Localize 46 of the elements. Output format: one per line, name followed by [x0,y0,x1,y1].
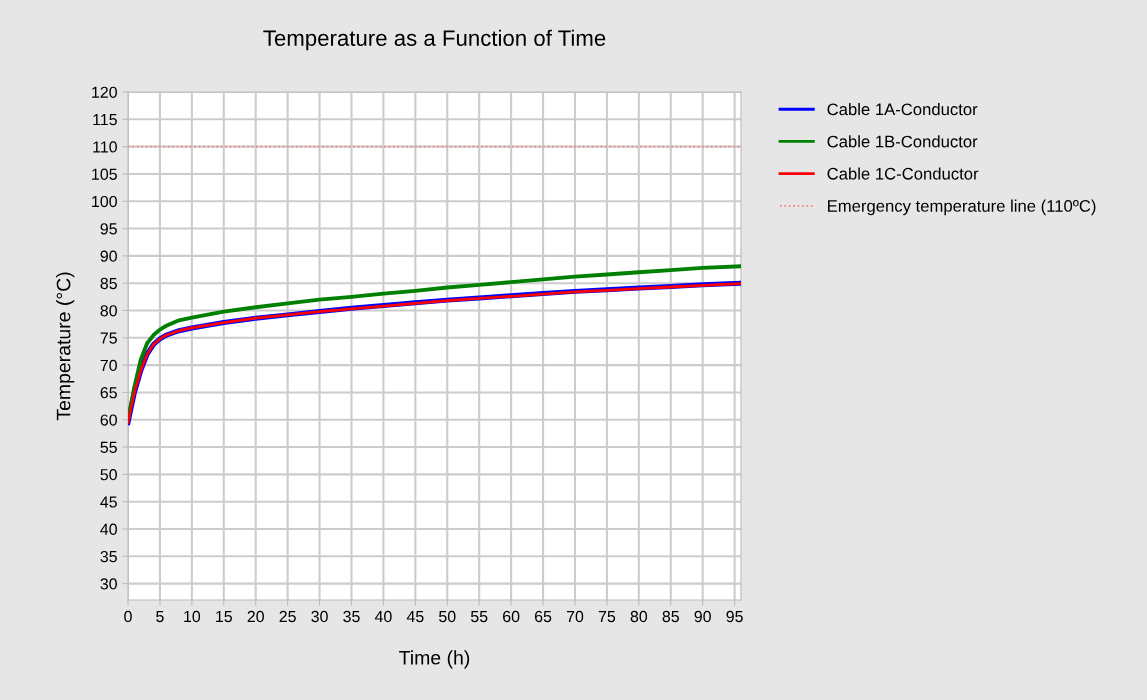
x-tick-label: 70 [566,610,584,623]
x-axis-title: Time (h) [399,650,470,669]
x-tick-label: 0 [124,610,132,623]
legend-label: Emergency temperature line (110ºC) [828,199,1096,216]
y-tick-label: 60 [100,414,117,426]
y-tick-label: 45 [100,496,117,508]
y-tick-label: 65 [100,387,117,399]
x-tick-label: 80 [630,610,648,623]
x-tick-label: 95 [726,610,743,623]
y-tick-label: 105 [92,168,117,180]
x-tick-label: 85 [662,610,679,623]
x-tick-label: 55 [470,611,488,623]
x-tick-label: 65 [534,610,552,623]
x-tick-label: 10 [184,610,201,623]
y-tick-label: 110 [93,141,117,153]
x-tick-label: 15 [216,611,232,623]
y-tick-label: 115 [93,114,117,126]
y-tick-label: 75 [100,332,117,344]
y-tick-label: 85 [100,277,117,290]
y-tick-label: 70 [100,359,117,372]
x-tick-label: 30 [311,610,328,623]
y-tick-label: 35 [100,550,117,563]
x-tick-label: 5 [156,611,164,623]
x-tick-label: 20 [247,610,264,623]
y-tick-label: 40 [100,523,117,535]
x-tick-label: 75 [598,611,616,623]
x-tick-label: 45 [406,611,424,623]
y-tick-label: 80 [100,305,117,317]
x-tick-label: 40 [374,610,392,623]
y-tick-label: 50 [100,469,117,481]
legend-label: Cable 1B-Conductor [827,135,978,148]
legend-label: Cable 1C-Conductor [827,167,979,180]
x-tick-label: 35 [343,610,360,623]
y-tick-label: 55 [100,441,117,453]
y-tick-label: 90 [100,250,117,262]
y-axis-title: Temperature (°C) [56,272,75,421]
y-tick-label: 120 [92,86,117,98]
legend-label: Cable 1A-Conductor [827,103,978,116]
y-tick-label: 30 [100,578,117,590]
y-tick-label: 95 [100,223,117,235]
x-tick-label: 50 [439,610,456,623]
x-tick-label: 60 [503,610,520,623]
x-tick-label: 90 [694,610,711,623]
y-tick-label: 100 [92,195,117,208]
x-tick-label: 25 [279,610,296,623]
chart-title: Temperature as a Function of Time [263,29,606,51]
